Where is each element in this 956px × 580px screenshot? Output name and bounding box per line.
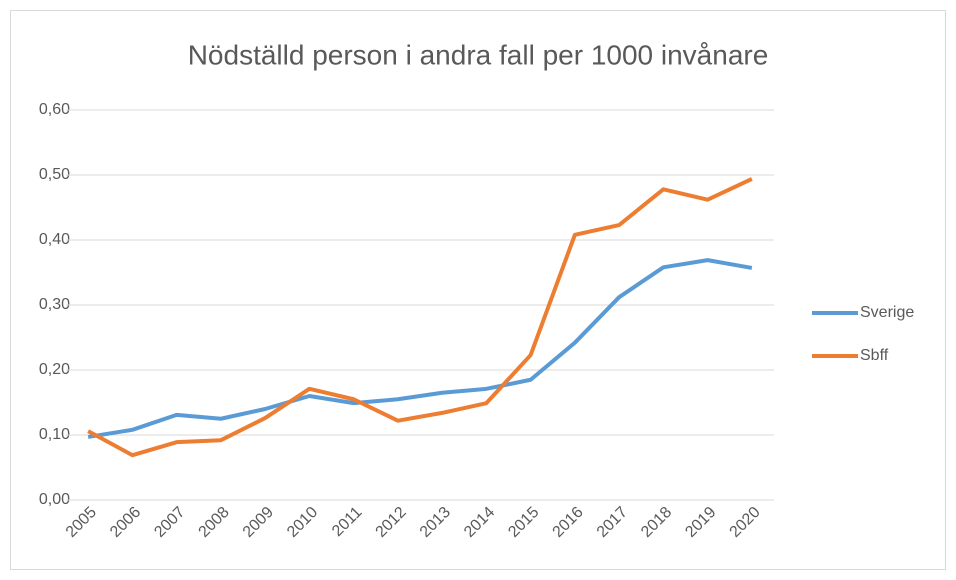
- y-tick-label: 0,60: [39, 101, 70, 118]
- y-tick-label: 0,40: [39, 231, 70, 248]
- series-line: [87, 258, 753, 439]
- y-tick-label: 0,30: [39, 296, 70, 313]
- y-tick-label: 0,20: [39, 361, 70, 378]
- legend-label: Sbff: [860, 347, 889, 364]
- y-tick-label: 0,50: [39, 166, 70, 183]
- y-tick-label: 0,00: [39, 491, 70, 508]
- y-tick-label: 0,10: [39, 426, 70, 443]
- chart-frame: [10, 10, 946, 570]
- legend-label: Sverige: [860, 304, 914, 321]
- series-line: [87, 177, 753, 458]
- chart-title: Nödställd person i andra fall per 1000 i…: [188, 39, 769, 70]
